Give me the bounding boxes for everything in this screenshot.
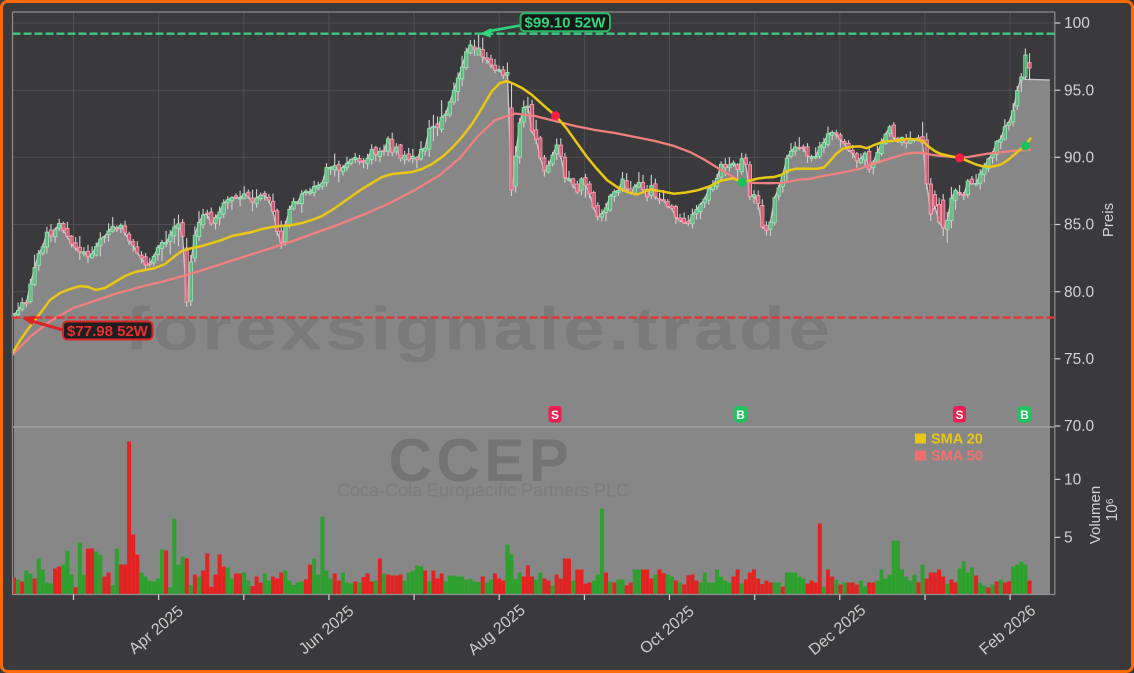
- svg-text:90.0: 90.0: [1064, 150, 1095, 167]
- svg-text:70.0: 70.0: [1064, 418, 1095, 435]
- svg-text:S: S: [551, 408, 559, 422]
- svg-text:85.0: 85.0: [1064, 217, 1095, 234]
- svg-text:75.0: 75.0: [1064, 351, 1095, 368]
- svg-text:CCEP: CCEP: [389, 427, 574, 494]
- svg-text:B: B: [1020, 408, 1029, 422]
- svg-text:100: 100: [1064, 15, 1090, 32]
- svg-text:SMA 20: SMA 20: [931, 432, 983, 448]
- svg-text:Volumen: Volumen: [1087, 486, 1104, 544]
- svg-text:$99.10 52W: $99.10 52W: [525, 15, 607, 32]
- svg-text:$77.98 52W: $77.98 52W: [67, 323, 149, 340]
- svg-text:forexsignale.trade: forexsignale.trade: [125, 296, 834, 362]
- svg-text:Preis: Preis: [1100, 203, 1117, 237]
- svg-text:SMA 50: SMA 50: [931, 449, 983, 465]
- svg-text:Coca-Cola Europacific Partners: Coca-Cola Europacific Partners PLC: [337, 481, 629, 501]
- svg-text:B: B: [736, 408, 745, 422]
- svg-text:5: 5: [1064, 530, 1073, 547]
- svg-text:S: S: [955, 408, 963, 422]
- svg-text:95.0: 95.0: [1064, 82, 1095, 99]
- svg-text:80.0: 80.0: [1064, 284, 1095, 301]
- svg-text:10: 10: [1064, 472, 1082, 489]
